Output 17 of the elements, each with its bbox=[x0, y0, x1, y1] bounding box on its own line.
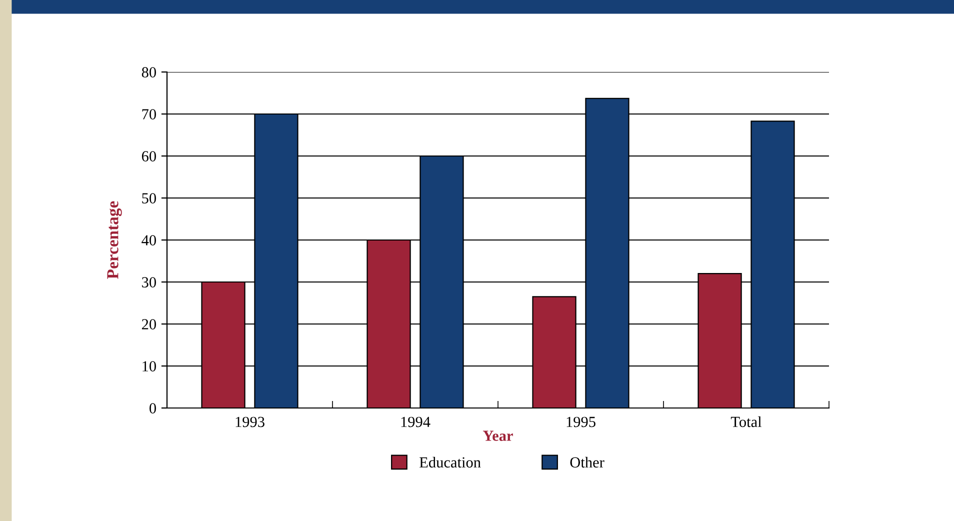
y-tick-label: 30 bbox=[142, 277, 156, 288]
x-tick-label: 1995 bbox=[566, 416, 596, 428]
y-tick-label: 80 bbox=[142, 67, 156, 78]
legend-label: Other bbox=[570, 456, 604, 468]
y-tick-label: 0 bbox=[150, 403, 156, 414]
y-tick-label: 10 bbox=[142, 361, 156, 372]
y-axis-title: Percentage bbox=[107, 201, 122, 279]
y-tick-label: 70 bbox=[142, 109, 156, 120]
legend-label: Education bbox=[420, 456, 481, 468]
x-tick-label: Total bbox=[730, 416, 762, 428]
y-tick-label: 60 bbox=[142, 151, 156, 162]
y-tick-label: 20 bbox=[142, 319, 156, 330]
x-tick-label: 1994 bbox=[401, 416, 430, 428]
y-tick-label: 40 bbox=[142, 235, 156, 246]
x-axis-title: Year bbox=[483, 430, 513, 441]
y-tick-label: 50 bbox=[142, 193, 156, 204]
x-tick-label: 1993 bbox=[236, 416, 264, 428]
